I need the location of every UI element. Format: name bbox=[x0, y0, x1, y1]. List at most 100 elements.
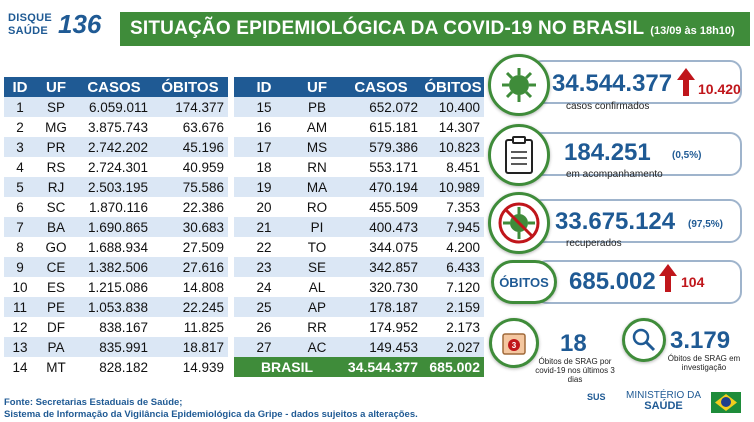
cell-uf: RJ bbox=[36, 177, 76, 197]
cell-uf: PA bbox=[36, 337, 76, 357]
cell-obitos: 174.377 bbox=[152, 97, 228, 117]
cell-obitos: 63.676 bbox=[152, 117, 228, 137]
logo-number: 136 bbox=[58, 9, 102, 39]
disque-saude-logo: DISQUE SAÚDE 136 bbox=[6, 8, 110, 42]
table-row: 11 PE 1.053.838 22.245 bbox=[4, 297, 228, 317]
table-row: 25 AP 178.187 2.159 bbox=[234, 297, 484, 317]
cell-casos: 2.503.195 bbox=[76, 177, 152, 197]
cell-uf: TO bbox=[294, 237, 340, 257]
srag-investigation-label: Óbitos de SRAG em investigação bbox=[667, 354, 741, 372]
cell-id: 12 bbox=[4, 317, 36, 337]
table-row: 8 GO 1.688.934 27.509 bbox=[4, 237, 228, 257]
states-table-left: ID UF CASOS ÓBITOS 1 SP 6.059.011 174.377 2 M… bbox=[4, 77, 228, 377]
cell-uf: RR bbox=[294, 317, 340, 337]
cell-casos: 652.072 bbox=[340, 97, 422, 117]
cell-uf: GO bbox=[36, 237, 76, 257]
cell-obitos: 8.451 bbox=[422, 157, 484, 177]
srag-investigation-value: 3.179 bbox=[670, 327, 731, 354]
table-row: 24 AL 320.730 7.120 bbox=[234, 277, 484, 297]
srag-recent-label: Óbitos de SRAG por covid-19 nos últimos … bbox=[535, 357, 615, 384]
cell-obitos: 30.683 bbox=[152, 217, 228, 237]
table-row: 13 PA 835.991 18.817 bbox=[4, 337, 228, 357]
cell-uf: DF bbox=[36, 317, 76, 337]
table-header-row: ID UF CASOS ÓBITOS bbox=[4, 77, 228, 97]
states-table-left-body: 1 SP 6.059.011 174.377 2 MG 3.875.743 63.676 3 PR… bbox=[4, 97, 228, 377]
cell-uf: RO bbox=[294, 197, 340, 217]
cell-casos: 149.453 bbox=[340, 337, 422, 357]
cell-obitos: 45.196 bbox=[152, 137, 228, 157]
no-virus-icon bbox=[498, 202, 540, 244]
cell-casos: 838.167 bbox=[76, 317, 152, 337]
table-row: 7 BA 1.690.865 30.683 bbox=[4, 217, 228, 237]
cell-id: 21 bbox=[234, 217, 294, 237]
ministry-line1: MINISTÉRIO DA bbox=[626, 390, 702, 401]
cell-id: 14 bbox=[4, 357, 36, 377]
states-table-right-body: 15 PB 652.072 10.400 16 AM 615.181 14.307 17 MS 57… bbox=[234, 97, 484, 357]
cell-id: 4 bbox=[4, 157, 36, 177]
header-uf: UF bbox=[294, 77, 340, 97]
footer-note: Sistema de Informação da Vigilância Epid… bbox=[4, 409, 418, 420]
total-casos: 34.544.377 bbox=[340, 357, 422, 377]
magnifier-icon bbox=[632, 328, 656, 352]
cell-casos: 1.690.865 bbox=[76, 217, 152, 237]
cell-uf: AC bbox=[294, 337, 340, 357]
table-row: 22 TO 344.075 4.200 bbox=[234, 237, 484, 257]
clipboard-icon bbox=[505, 136, 533, 174]
sus-logo: SUS bbox=[587, 392, 606, 402]
cell-casos: 615.181 bbox=[340, 117, 422, 137]
cell-obitos: 27.616 bbox=[152, 257, 228, 277]
cell-obitos: 40.959 bbox=[152, 157, 228, 177]
table-row: 21 PI 400.473 7.945 bbox=[234, 217, 484, 237]
page-timestamp: (13/09 às 18h10) bbox=[650, 24, 735, 37]
cell-obitos: 2.173 bbox=[422, 317, 484, 337]
cell-id: 11 bbox=[4, 297, 36, 317]
confirmed-box bbox=[530, 60, 742, 104]
cell-casos: 579.386 bbox=[340, 137, 422, 157]
table-row: 10 ES 1.215.086 14.808 bbox=[4, 277, 228, 297]
cell-id: 16 bbox=[234, 117, 294, 137]
table-row: 18 RN 553.171 8.451 bbox=[234, 157, 484, 177]
cell-id: 2 bbox=[4, 117, 36, 137]
calendar-badge: 3 bbox=[512, 341, 517, 350]
cell-obitos: 27.509 bbox=[152, 237, 228, 257]
cell-id: 7 bbox=[4, 217, 36, 237]
confirmed-value: 34.544.377 bbox=[552, 70, 673, 97]
cell-id: 22 bbox=[234, 237, 294, 257]
cell-uf: CE bbox=[36, 257, 76, 277]
header-casos: CASOS bbox=[340, 77, 422, 97]
cell-casos: 178.187 bbox=[340, 297, 422, 317]
deaths-tag: ÓBITOS bbox=[491, 260, 557, 304]
cell-obitos: 7.353 bbox=[422, 197, 484, 217]
recovered-pct: (97,5%) bbox=[688, 219, 724, 230]
cell-obitos: 4.200 bbox=[422, 237, 484, 257]
ministry-logo: MINISTÉRIO DA SAÚDE bbox=[626, 390, 701, 412]
header-uf: UF bbox=[36, 77, 76, 97]
cell-casos: 400.473 bbox=[340, 217, 422, 237]
cell-obitos: 22.245 bbox=[152, 297, 228, 317]
cell-uf: PI bbox=[294, 217, 340, 237]
cell-casos: 455.509 bbox=[340, 197, 422, 217]
cell-uf: PR bbox=[36, 137, 76, 157]
states-table-right: ID UF CASOS ÓBITOS 15 PB 652.072 10.400 16 AM… bbox=[234, 77, 484, 377]
cell-id: 18 bbox=[234, 157, 294, 177]
cell-obitos: 75.586 bbox=[152, 177, 228, 197]
table-row: 20 RO 455.509 7.353 bbox=[234, 197, 484, 217]
header-obitos: ÓBITOS bbox=[422, 77, 484, 97]
cell-obitos: 14.808 bbox=[152, 277, 228, 297]
confirmed-label: casos confirmados bbox=[566, 101, 650, 112]
cell-id: 24 bbox=[234, 277, 294, 297]
cell-casos: 828.182 bbox=[76, 357, 152, 377]
table-row: 5 RJ 2.503.195 75.586 bbox=[4, 177, 228, 197]
cell-obitos: 22.386 bbox=[152, 197, 228, 217]
cell-casos: 1.870.116 bbox=[76, 197, 152, 217]
table-row: 14 MT 828.182 14.939 bbox=[4, 357, 228, 377]
recovered-box bbox=[530, 199, 742, 243]
cell-uf: PE bbox=[36, 297, 76, 317]
table-row: 27 AC 149.453 2.027 bbox=[234, 337, 484, 357]
cell-casos: 344.075 bbox=[340, 237, 422, 257]
cell-uf: AM bbox=[294, 117, 340, 137]
recovered-label: recuperados bbox=[566, 238, 622, 249]
cell-uf: ES bbox=[36, 277, 76, 297]
cell-uf: RN bbox=[294, 157, 340, 177]
cell-id: 8 bbox=[4, 237, 36, 257]
